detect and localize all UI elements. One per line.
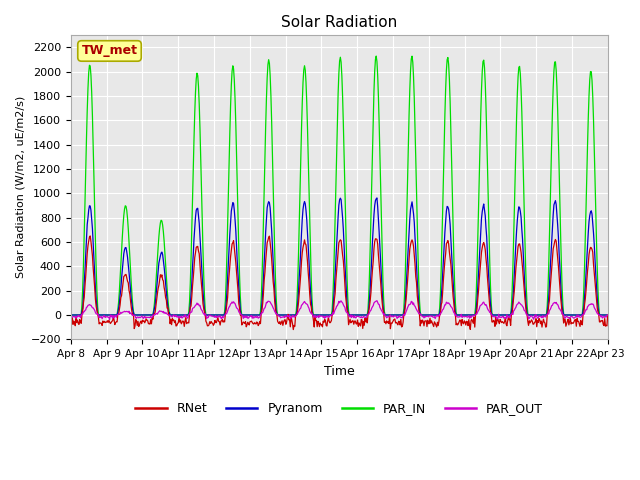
- RNet: [187, 303, 195, 309]
- RNet: [67, 317, 75, 323]
- PAR_OUT: [604, 312, 612, 318]
- PAR_IN: [421, 312, 429, 318]
- Pyranom: [215, 312, 223, 318]
- Pyranom: [373, 195, 381, 201]
- PAR_IN: [372, 53, 380, 59]
- RNet: [604, 312, 612, 318]
- Legend: RNet, Pyranom, PAR_IN, PAR_OUT: RNet, Pyranom, PAR_IN, PAR_OUT: [131, 397, 548, 420]
- PAR_OUT: [106, 317, 113, 323]
- PAR_IN: [604, 312, 612, 318]
- Text: TW_met: TW_met: [81, 45, 138, 58]
- PAR_OUT: [77, 315, 84, 321]
- Line: Pyranom: Pyranom: [71, 198, 608, 315]
- RNet: [132, 318, 140, 324]
- RNet: [422, 318, 429, 324]
- PAR_IN: [67, 312, 75, 318]
- Line: RNet: RNet: [71, 236, 608, 330]
- PAR_IN: [405, 112, 413, 118]
- PAR_IN: [186, 281, 194, 287]
- Pyranom: [132, 312, 140, 318]
- PAR_OUT: [132, 315, 140, 321]
- PAR_OUT: [67, 314, 75, 320]
- PAR_IN: [77, 312, 84, 318]
- PAR_IN: [215, 312, 223, 318]
- PAR_OUT: [422, 314, 429, 320]
- Pyranom: [604, 312, 612, 318]
- PAR_OUT: [406, 301, 413, 307]
- Pyranom: [67, 312, 75, 318]
- RNet: [406, 246, 413, 252]
- RNet: [216, 319, 223, 324]
- PAR_OUT: [373, 298, 381, 303]
- RNet: [86, 233, 94, 239]
- Pyranom: [77, 312, 84, 318]
- X-axis label: Time: Time: [324, 365, 355, 378]
- Pyranom: [405, 228, 413, 234]
- PAR_OUT: [216, 314, 223, 320]
- Pyranom: [186, 302, 194, 308]
- Line: PAR_IN: PAR_IN: [71, 56, 608, 315]
- Title: Solar Radiation: Solar Radiation: [281, 15, 397, 30]
- RNet: [289, 327, 297, 333]
- Y-axis label: Solar Radiation (W/m2, uE/m2/s): Solar Radiation (W/m2, uE/m2/s): [15, 96, 25, 278]
- Line: PAR_OUT: PAR_OUT: [71, 300, 608, 320]
- RNet: [77, 319, 84, 325]
- PAR_OUT: [187, 310, 195, 315]
- Pyranom: [421, 312, 429, 318]
- PAR_IN: [132, 312, 140, 318]
